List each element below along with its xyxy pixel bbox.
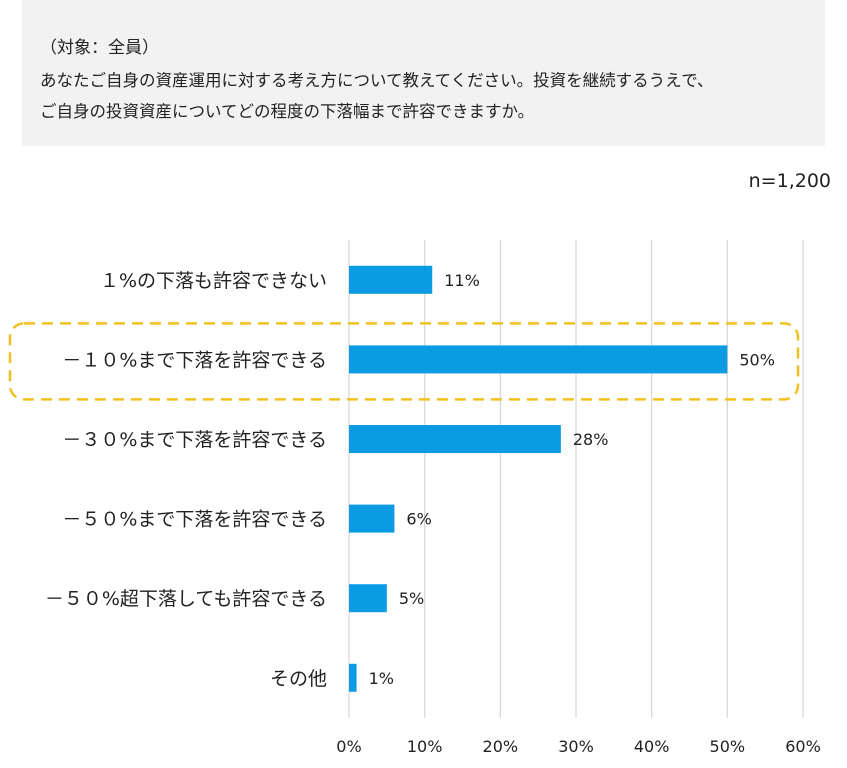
data-label: 6% (406, 510, 431, 529)
category-label: －３０%まで下落を許容できる (62, 429, 327, 451)
x-tick-label: 60% (785, 737, 821, 756)
question-target: （対象：全員） (40, 38, 159, 58)
data-label: 1% (369, 669, 394, 688)
bars (349, 265, 728, 692)
sample-size: n=1,200 (748, 170, 831, 192)
category-label: １%の下落も許容できない (100, 270, 327, 292)
bar (349, 504, 395, 533)
category-label: －５０%超下落しても許容できる (45, 588, 327, 610)
bar (349, 345, 728, 374)
data-label: 28% (573, 430, 609, 449)
highlight-frame (8, 322, 800, 401)
x-tick-label: 0% (336, 737, 361, 756)
highlight-layer (8, 322, 800, 401)
x-tick-label: 50% (710, 737, 746, 756)
question-line-2: ご自身の投資資産についてどの程度の下落幅まで許容できますか。 (40, 102, 535, 121)
category-label: －５０%まで下落を許容できる (62, 509, 327, 531)
data-label: 11% (444, 271, 480, 290)
x-tick-label: 40% (634, 737, 670, 756)
bar (349, 265, 433, 294)
x-tick-label: 10% (407, 737, 443, 756)
gridlines (348, 240, 804, 718)
category-label: その他 (270, 668, 327, 690)
bar (349, 584, 387, 613)
question-box (22, 0, 825, 146)
data-label: 5% (399, 589, 424, 608)
x-axis-ticks: 0% 10% 20% 30% 40% 50% 60% (336, 737, 820, 756)
labels: 11% １%の下落も許容できない 50% －１０%まで下落を許容できる 28% －３０%ま… (45, 270, 775, 690)
data-label: 50% (739, 350, 775, 369)
category-label: －１０%まで下落を許容できる (62, 349, 327, 371)
question-line-1: あなたご自身の資産運用に対する考え方について教えてください。投資を継続するうえで… (40, 71, 714, 90)
x-tick-label: 30% (558, 737, 594, 756)
bar (349, 663, 357, 692)
x-tick-label: 20% (483, 737, 519, 756)
bar (349, 425, 561, 453)
